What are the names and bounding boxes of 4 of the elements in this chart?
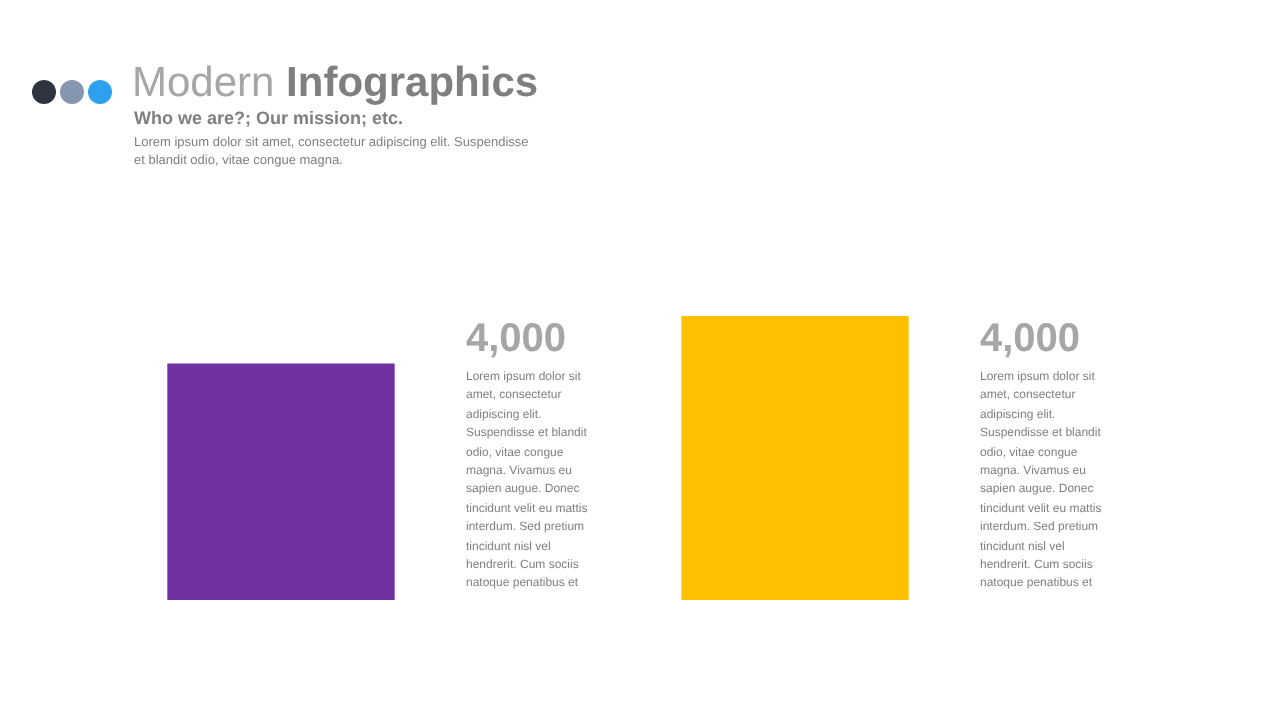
chart-title: Modern Infographics (132, 60, 539, 108)
annotation: 4,000 (980, 317, 1081, 362)
annotation: 4,000 (466, 317, 567, 362)
chart-subtitle: Who we are?; Our mission; etc. (134, 108, 404, 128)
